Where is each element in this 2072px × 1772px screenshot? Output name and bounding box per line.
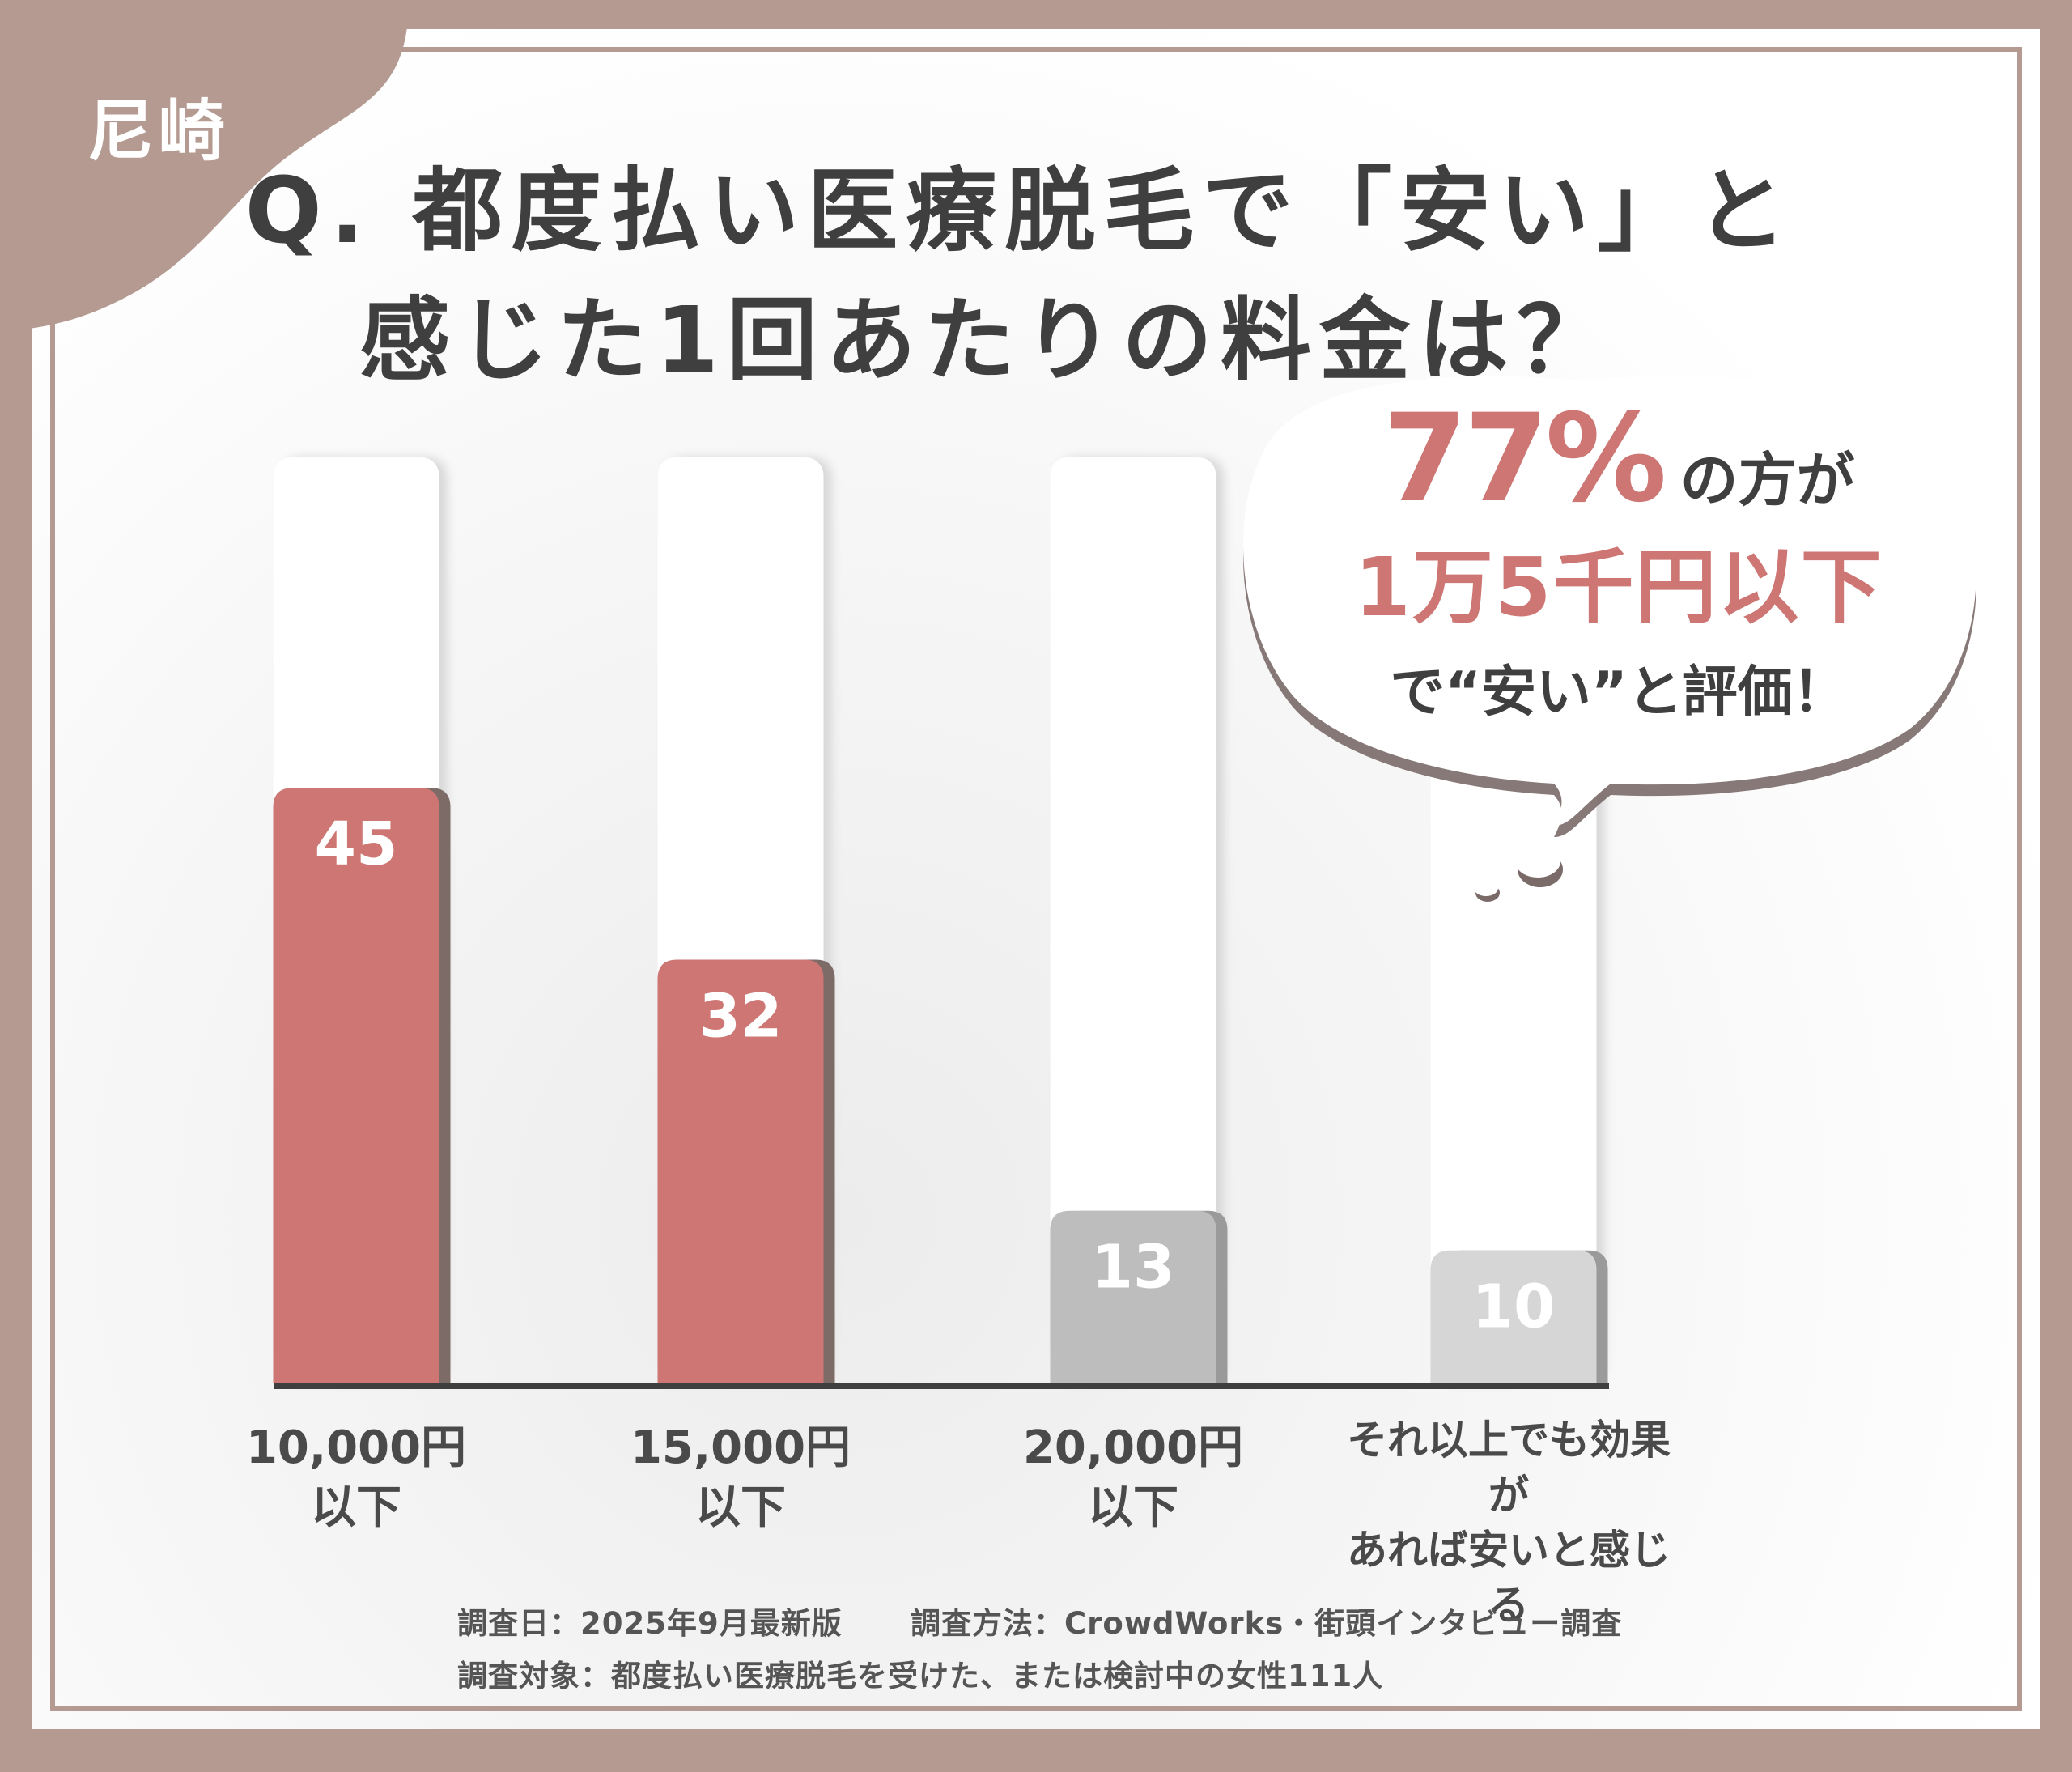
title-line-1: Q. 都度払い医療脱毛で「安い」と [244, 159, 1795, 264]
bar-2 [657, 959, 824, 1383]
bar-value-label: 45 [315, 810, 398, 879]
bar-value-label: 32 [699, 981, 783, 1051]
inner-frame [50, 47, 2022, 1711]
category-label-line: あれば安いと感じる [1347, 1527, 1671, 1629]
bar-3 [1050, 1210, 1216, 1383]
category-label-3: 20,000円 以下 [955, 1418, 1311, 1538]
callout-line2: 1万5千円以下 [1354, 540, 1883, 635]
category-label-2: 15,000円 以下 [563, 1418, 919, 1538]
category-label-line: 15,000円 [630, 1421, 851, 1474]
category-label-line: 以下 [1088, 1481, 1178, 1534]
category-label-line: 20,000円 [1022, 1421, 1244, 1474]
bars: 45 32 13 10 [273, 788, 1608, 1383]
bar-1 [273, 788, 439, 1383]
callout-line1-rest: の方が [1679, 446, 1855, 514]
callout-line3: で“安い”と評価！ [1390, 661, 1848, 725]
region-label: 尼崎 [87, 93, 231, 170]
callout-text: 77% の方が 1万5千円以下 で“安い”と評価！ [1246, 389, 1991, 727]
category-label-line: 以下 [695, 1481, 786, 1534]
footer-survey-target: 調査対象：都度払い医療脱毛を受けた、または検討中の女性111人 [457, 1659, 1384, 1693]
callout-bubble [1243, 376, 1976, 902]
callout-percent: 77% [1382, 389, 1667, 529]
category-label-line: 以下 [311, 1481, 401, 1534]
category-label-1: 10,000円 以下 [178, 1418, 534, 1538]
footer-survey-method: 調査方法：CrowdWorks・街頭インタビュー調査 [911, 1606, 1623, 1641]
region-corner-tab [0, 0, 409, 332]
bar-value-label: 10 [1472, 1273, 1556, 1342]
bar-value-label: 13 [1092, 1233, 1175, 1302]
category-label-line: 10,000円 [245, 1421, 467, 1474]
bar-4 [1430, 1250, 1597, 1383]
category-label-line: それ以上でも効果が [1347, 1417, 1671, 1519]
bar-track [1050, 457, 1216, 1383]
footer-survey-date: 調査日：2025年9月最新版 [457, 1606, 843, 1641]
category-label-4: それ以上でも効果が あれば安いと感じる [1331, 1413, 1687, 1633]
title-line-2: 感じた1回あたりの料金は？ [359, 288, 1616, 393]
